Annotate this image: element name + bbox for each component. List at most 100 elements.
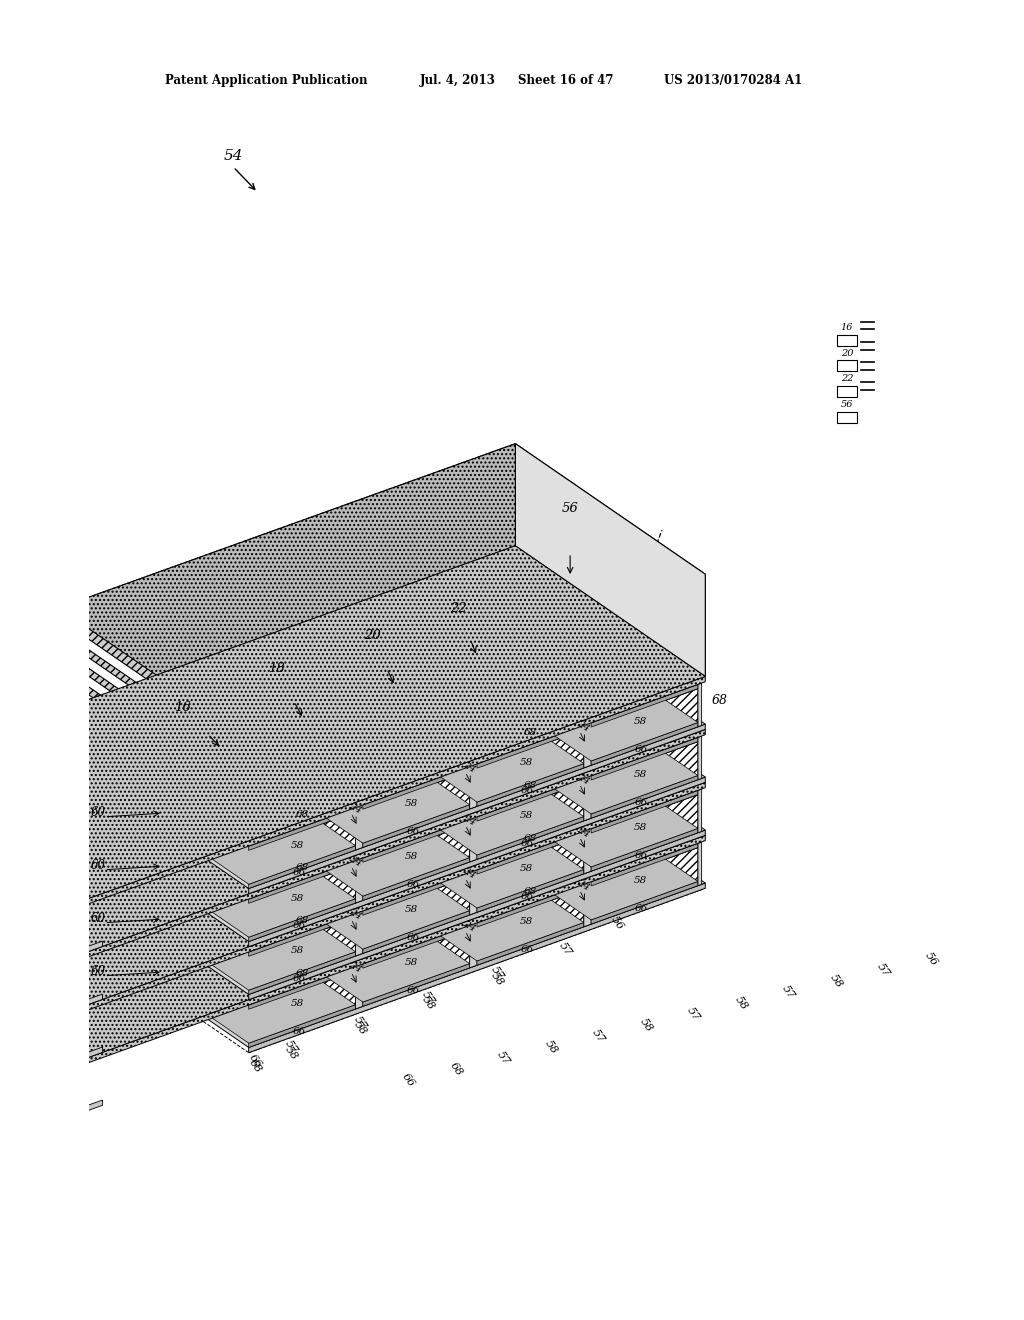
Text: 68: 68 <box>296 969 309 978</box>
Text: 56: 56 <box>562 502 579 515</box>
Polygon shape <box>355 911 362 956</box>
Text: 58: 58 <box>519 917 532 927</box>
Bar <box>837 335 857 346</box>
Polygon shape <box>287 705 584 874</box>
Polygon shape <box>394 593 591 726</box>
Polygon shape <box>508 711 701 843</box>
Polygon shape <box>362 824 470 896</box>
Polygon shape <box>584 723 591 768</box>
Polygon shape <box>477 888 584 961</box>
Text: 66: 66 <box>407 933 420 942</box>
Polygon shape <box>58 841 355 1010</box>
Polygon shape <box>66 783 706 1018</box>
Polygon shape <box>173 727 470 896</box>
Polygon shape <box>66 994 102 1012</box>
Text: 57: 57 <box>488 965 505 982</box>
Text: 57: 57 <box>876 962 892 979</box>
Polygon shape <box>58 454 706 750</box>
Polygon shape <box>584 776 591 821</box>
Text: 22: 22 <box>451 602 467 615</box>
Text: 24: 24 <box>461 919 477 933</box>
Polygon shape <box>58 491 706 787</box>
Text: 66: 66 <box>247 1052 263 1069</box>
Text: 58: 58 <box>519 759 532 767</box>
Polygon shape <box>470 870 477 915</box>
Polygon shape <box>591 843 698 886</box>
Polygon shape <box>362 876 470 949</box>
Polygon shape <box>249 651 706 826</box>
Polygon shape <box>287 701 584 870</box>
Polygon shape <box>477 870 584 912</box>
Polygon shape <box>166 833 362 966</box>
Polygon shape <box>477 763 584 807</box>
Polygon shape <box>591 684 698 727</box>
Text: 57: 57 <box>685 1006 701 1023</box>
Text: 57: 57 <box>590 1027 606 1045</box>
Text: US 2013/0170284 A1: US 2013/0170284 A1 <box>665 74 803 87</box>
Polygon shape <box>249 966 355 1010</box>
Polygon shape <box>0 882 66 1018</box>
Polygon shape <box>362 929 470 1002</box>
Polygon shape <box>58 734 355 903</box>
Text: 24: 24 <box>575 772 591 787</box>
Polygon shape <box>508 659 701 791</box>
Polygon shape <box>362 767 470 809</box>
Polygon shape <box>249 808 355 850</box>
Polygon shape <box>362 858 470 900</box>
Polygon shape <box>280 634 477 767</box>
Text: 58: 58 <box>634 824 647 832</box>
Text: 66: 66 <box>407 828 420 837</box>
Polygon shape <box>0 781 66 960</box>
Text: 68: 68 <box>524 727 538 737</box>
Polygon shape <box>173 636 470 805</box>
Polygon shape <box>591 722 698 766</box>
Text: 57: 57 <box>557 940 573 957</box>
Polygon shape <box>515 444 706 676</box>
Text: 58: 58 <box>406 906 419 915</box>
Polygon shape <box>173 780 470 949</box>
Polygon shape <box>58 677 355 846</box>
Text: Jul. 4, 2013: Jul. 4, 2013 <box>420 74 496 87</box>
Text: 68: 68 <box>296 810 309 820</box>
Text: 56: 56 <box>609 915 626 932</box>
Text: 24: 24 <box>461 760 477 775</box>
Polygon shape <box>66 1047 102 1065</box>
Polygon shape <box>58 874 355 1043</box>
Text: 58: 58 <box>488 970 505 987</box>
Text: 60: 60 <box>90 965 105 978</box>
Text: 68: 68 <box>524 887 538 896</box>
Polygon shape <box>166 727 362 861</box>
Polygon shape <box>249 1005 355 1047</box>
Text: 24: 24 <box>575 878 591 892</box>
Polygon shape <box>287 739 584 908</box>
Text: 66: 66 <box>292 921 305 931</box>
Polygon shape <box>58 715 355 884</box>
Polygon shape <box>591 689 698 760</box>
Polygon shape <box>58 836 355 1005</box>
Polygon shape <box>355 858 362 903</box>
Polygon shape <box>249 970 355 1043</box>
Polygon shape <box>58 483 706 779</box>
Text: 66: 66 <box>400 1072 417 1089</box>
Polygon shape <box>591 847 698 920</box>
Polygon shape <box>355 964 362 1008</box>
Text: 58: 58 <box>634 876 647 886</box>
Text: 58: 58 <box>291 999 304 1008</box>
Text: 58: 58 <box>634 771 647 779</box>
Polygon shape <box>591 829 698 871</box>
Text: 58: 58 <box>284 1044 300 1061</box>
Polygon shape <box>287 595 584 764</box>
Text: 66: 66 <box>292 869 305 878</box>
Polygon shape <box>287 686 584 855</box>
Text: 68: 68 <box>447 1060 464 1078</box>
Text: 60: 60 <box>90 805 105 818</box>
Polygon shape <box>0 652 706 1012</box>
Polygon shape <box>58 787 355 956</box>
Bar <box>837 412 857 422</box>
Polygon shape <box>249 622 706 797</box>
Polygon shape <box>591 775 698 818</box>
Text: 68: 68 <box>247 1057 263 1074</box>
Text: 66: 66 <box>635 744 648 754</box>
Polygon shape <box>362 771 470 843</box>
Polygon shape <box>249 846 355 888</box>
